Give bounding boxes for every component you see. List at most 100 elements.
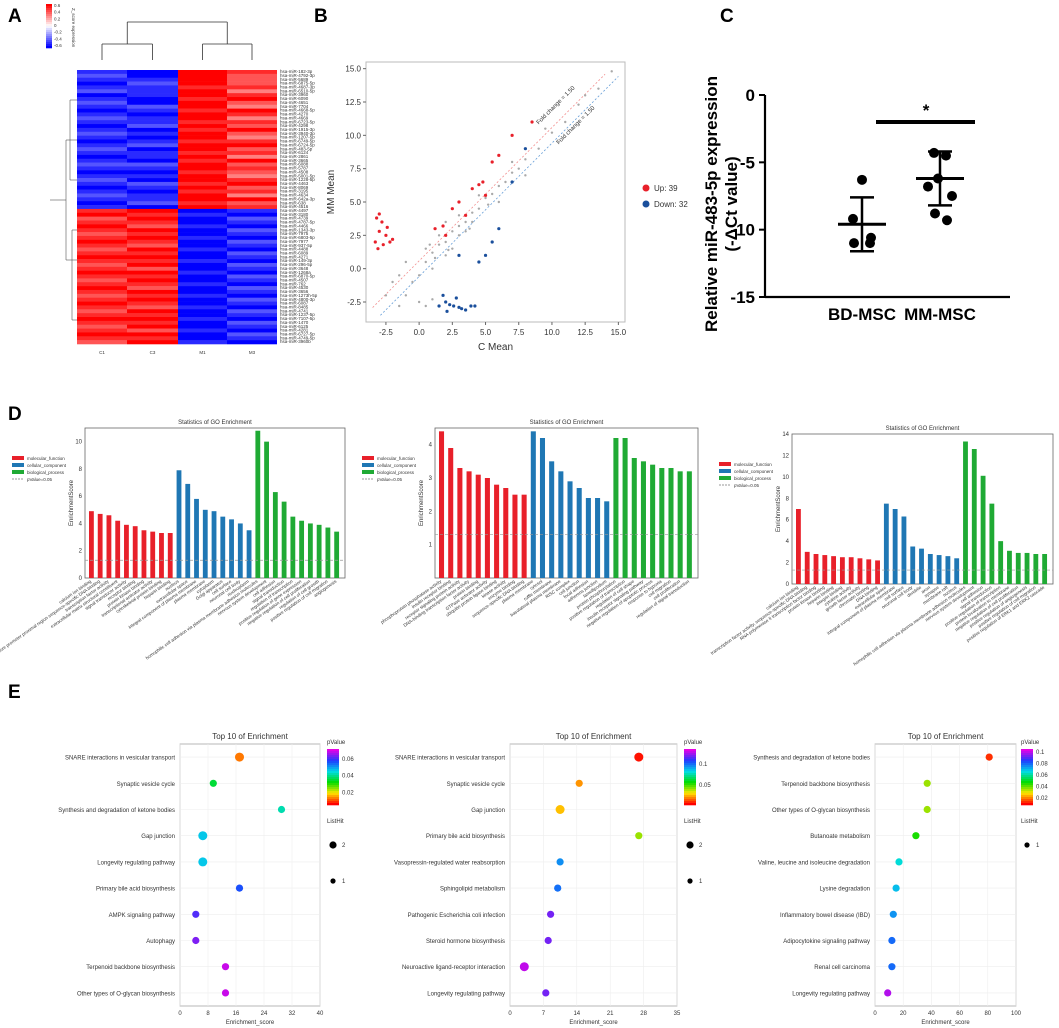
scatter-point-up [497, 153, 501, 157]
heatmap-cell [227, 224, 277, 229]
scatter-point-up [385, 225, 389, 229]
heatmap-cell [227, 243, 277, 248]
scatter-point-down [448, 303, 452, 307]
colorbar-swatch [684, 767, 696, 770]
heatmap-cell [178, 120, 227, 125]
scatter-point-up [375, 216, 379, 220]
scatter-point-grey [437, 243, 441, 246]
heatmap-cell [77, 212, 127, 217]
bar [839, 557, 845, 584]
row-label: hsa-miR-6875-5p [280, 81, 315, 86]
heatmap-cell [77, 282, 127, 287]
x-tick-label: 32 [289, 1011, 296, 1017]
bar [237, 523, 243, 578]
scatter-point-grey [537, 147, 540, 150]
row-label: hsa-miR-4800-3p [280, 297, 315, 302]
scatter-point-grey [417, 274, 421, 277]
legend-swatch [12, 470, 24, 474]
heatmap-cell [178, 340, 227, 345]
bar [971, 449, 977, 584]
scatter-point-down [523, 147, 527, 151]
heatmap-cell [227, 309, 277, 314]
scatter-point-grey [437, 234, 441, 237]
heatmap-cell [77, 313, 127, 318]
row-label: hsa-miR-4271 [280, 254, 309, 259]
colorbar-swatch [1021, 771, 1033, 774]
heatmap-cell [127, 274, 178, 279]
colorbar-tick: 0.06 [342, 757, 354, 763]
scatter-point-down [444, 300, 448, 304]
scatter-point-grey [577, 103, 580, 106]
y-tick-label: 4 [786, 539, 790, 545]
heatmap-cell [178, 212, 227, 217]
heatmap-cell [178, 293, 227, 298]
heatmap-cell [77, 77, 127, 82]
heatmap-cell [127, 270, 178, 275]
scatter-point-up [381, 243, 385, 247]
x-tick-label: 0 [178, 1011, 182, 1017]
x-axis-label: Enrichment_score [921, 1020, 970, 1026]
bar [316, 524, 322, 578]
go-enrichment-panels: Statistics of GO Enrichment EnrichmentSco… [0, 420, 1054, 676]
colorbar-swatch [1021, 765, 1033, 768]
colorbar-swatch [1021, 785, 1033, 788]
colorbar-swatch [1021, 753, 1033, 756]
category-label: Vasopressin-regulated water reabsorption [394, 860, 505, 866]
heatmap-cell [127, 97, 178, 102]
legend-swatch [362, 456, 374, 460]
heatmap-cell [127, 189, 178, 194]
heatmap-cell [227, 313, 277, 318]
heatmap-cell [77, 73, 127, 79]
heatmap-cell [77, 340, 127, 345]
row-label: hsa-miR-4516 [280, 204, 309, 209]
scatter-point-grey [471, 220, 474, 224]
legend-swatch [46, 20, 52, 23]
column-label: C3 [150, 350, 156, 355]
colorbar-swatch [327, 785, 339, 788]
scatter-point-up [373, 240, 377, 244]
colorbar-swatch [684, 763, 696, 766]
chart-title: Top 10 of Enrichment [908, 732, 984, 741]
bar [919, 548, 924, 584]
heatmap-cell [227, 228, 277, 233]
bar [980, 475, 986, 584]
heatmap-cell [227, 135, 277, 140]
bar [822, 555, 828, 584]
heatmap-cell [178, 235, 227, 241]
bar [194, 498, 199, 578]
bubble [198, 831, 208, 841]
panel-label-a: A [8, 6, 22, 27]
heatmap-cell [227, 139, 277, 144]
y-axis-label: MM Mean [326, 170, 337, 214]
colorbar-swatch [684, 769, 696, 772]
legend-swatch [12, 456, 24, 460]
heatmap-cell [227, 336, 277, 341]
row-label: hsa-miR-4749-5p [280, 335, 315, 340]
colorbar-swatch [1021, 763, 1033, 766]
heatmap-cell [227, 81, 277, 86]
row-label: hsa-miR-182-3p [280, 69, 313, 74]
heatmap-cell [127, 332, 178, 337]
y-tick-label: 3 [429, 476, 433, 482]
heatmap-cell [178, 201, 227, 206]
row-label: hsa-miR-6803-5p [280, 235, 315, 240]
bar [299, 520, 305, 578]
category-label: Primary bile acid biosynthesis [426, 834, 505, 840]
row-label: hsa-miR-6088 [280, 162, 309, 167]
y-tick-label: 8 [786, 496, 790, 502]
row-label: hsa-miR-762 [280, 281, 306, 286]
colorbar-swatch [327, 793, 339, 796]
row-label: hsa-miR-4787-5p [280, 220, 315, 225]
category-label: Inflammatory bowel disease (IBD) [780, 913, 870, 919]
x-tick-label: 7 [542, 1011, 546, 1017]
bar [595, 498, 601, 578]
category-label: Gap junction [141, 834, 175, 840]
heatmap-cell [77, 89, 127, 94]
bubble [192, 936, 200, 945]
heatmap-cell [227, 89, 277, 94]
heatmap-cell [77, 243, 127, 248]
bar [457, 468, 463, 578]
bubble [889, 910, 897, 918]
bar [613, 438, 619, 578]
heatmap-cell [227, 205, 277, 210]
